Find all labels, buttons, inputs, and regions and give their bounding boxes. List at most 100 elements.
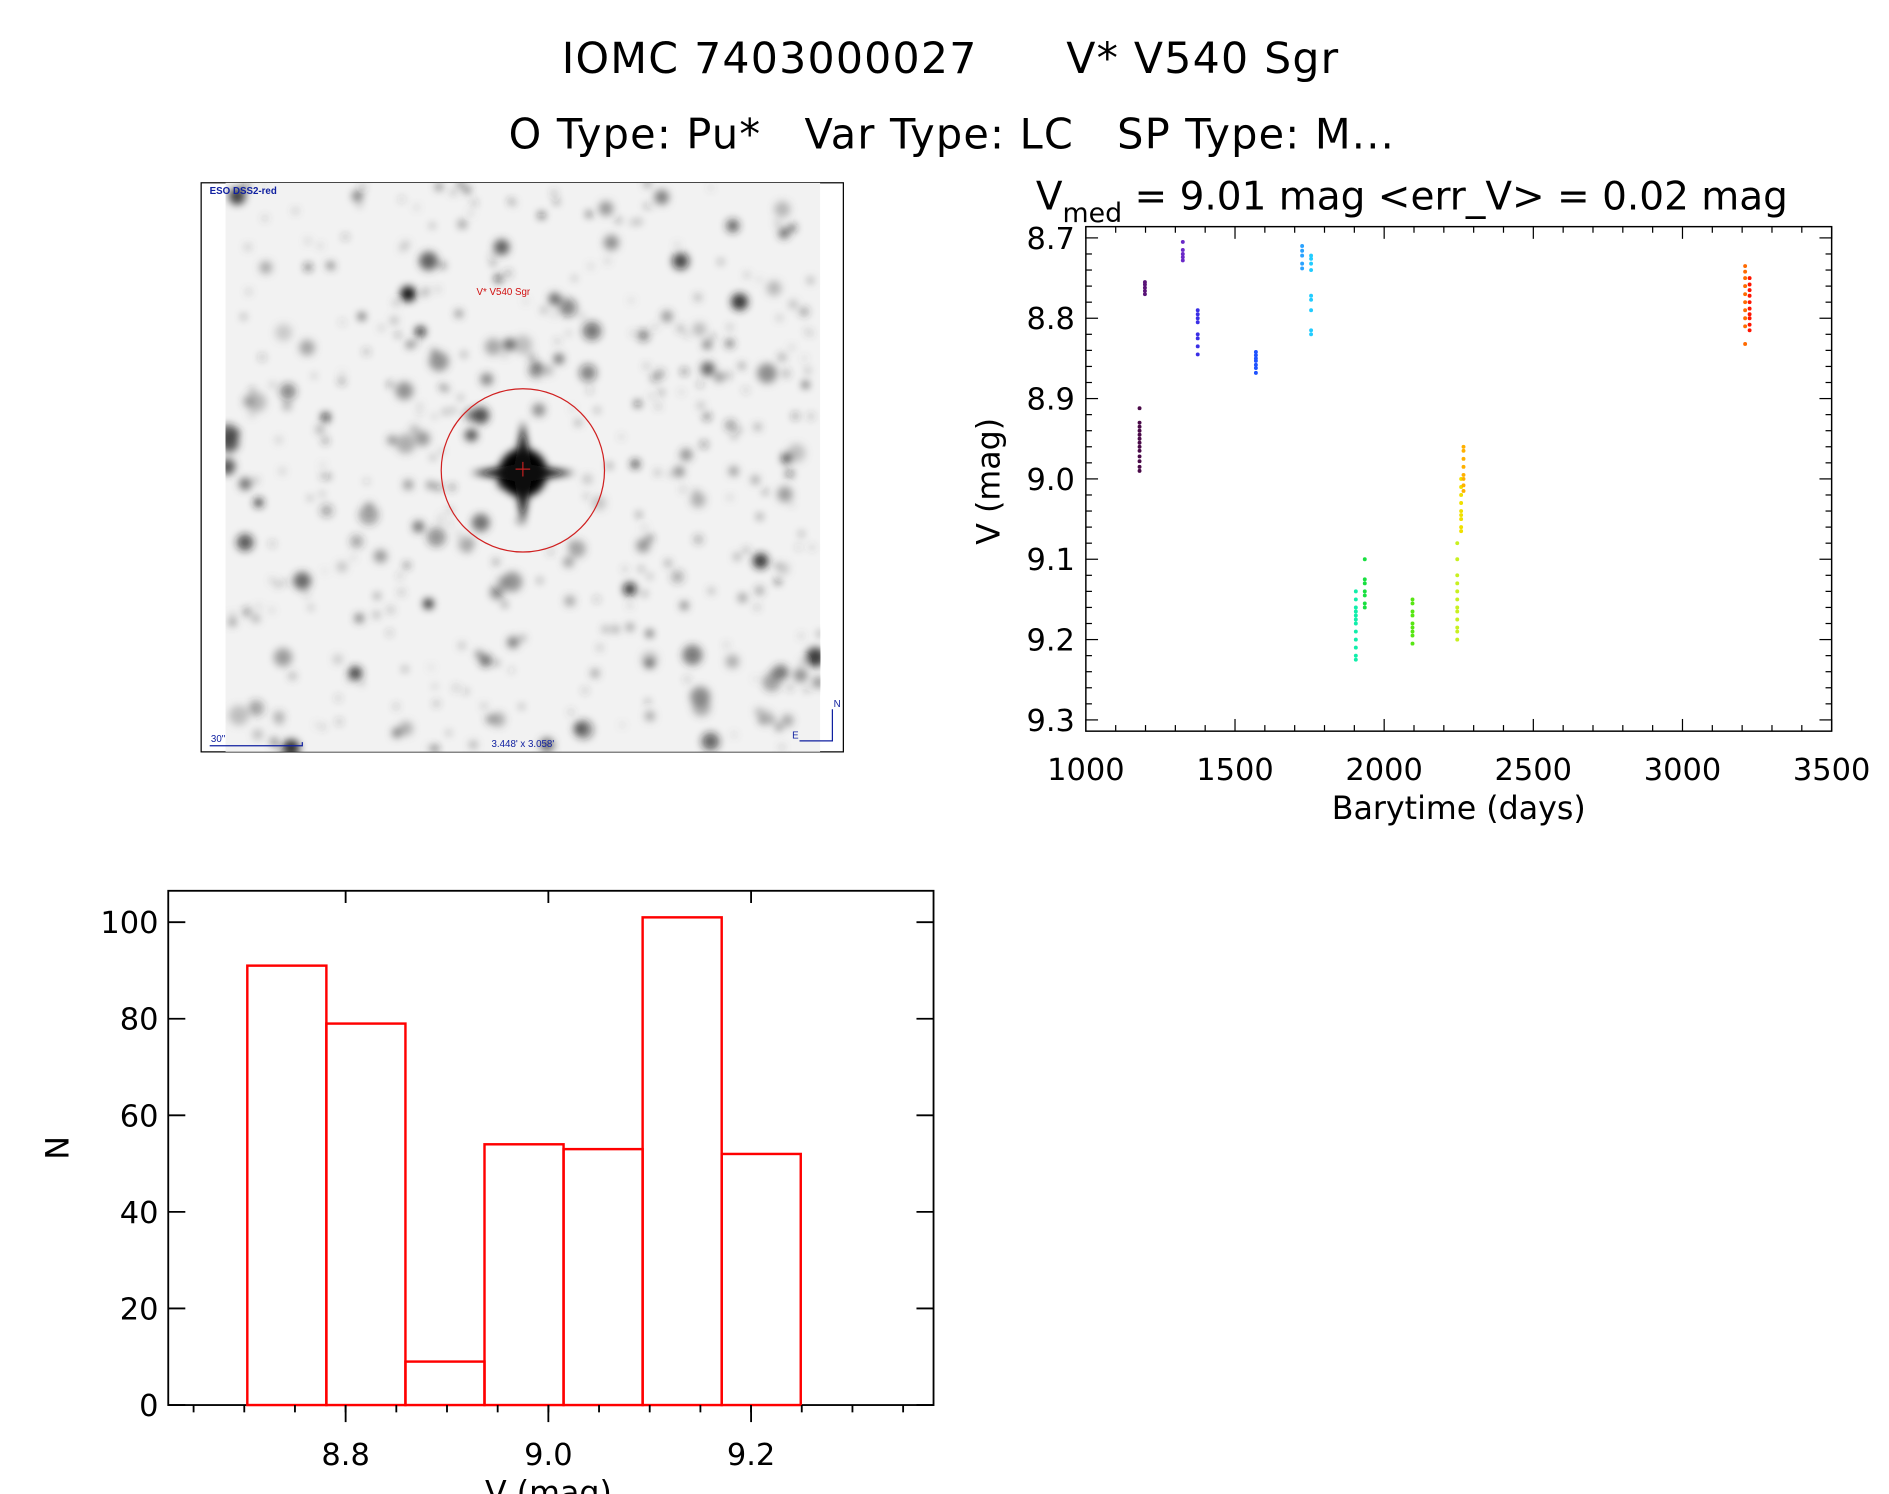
field-star xyxy=(249,413,254,417)
field-star xyxy=(400,286,416,302)
lc-data-point xyxy=(1743,276,1748,281)
field-star xyxy=(718,259,723,264)
hist-bar xyxy=(246,964,328,1407)
lc-data-point xyxy=(1743,316,1748,321)
field-star xyxy=(654,189,669,205)
field-star xyxy=(582,321,602,341)
lc-data-point xyxy=(1459,517,1464,522)
lc-data-point xyxy=(1461,472,1466,477)
field-star xyxy=(692,322,707,336)
field-star xyxy=(351,555,356,560)
lc-data-point xyxy=(1459,493,1464,497)
field-star xyxy=(766,280,782,296)
field-star xyxy=(763,490,768,494)
field-star xyxy=(564,595,576,607)
hist-bar xyxy=(325,1022,407,1407)
field-star xyxy=(358,504,379,525)
field-star xyxy=(645,699,650,704)
lc-data-point xyxy=(1743,308,1748,313)
field-star xyxy=(703,413,711,421)
field-star xyxy=(568,540,586,558)
field-star xyxy=(242,607,252,617)
lc-data-point xyxy=(1461,483,1466,488)
field-star xyxy=(642,591,647,596)
field-star xyxy=(778,563,790,575)
field-star xyxy=(455,310,463,318)
field-star xyxy=(579,364,597,382)
field-star xyxy=(236,533,254,551)
field-star xyxy=(523,299,528,304)
field-star xyxy=(269,541,275,547)
field-star xyxy=(606,463,612,469)
field-star xyxy=(225,467,232,476)
field-star xyxy=(443,386,449,392)
hist-x-axis-label: V (mag) xyxy=(485,1476,612,1494)
field-star xyxy=(321,412,331,422)
field-star xyxy=(782,369,790,378)
field-star xyxy=(463,186,471,194)
lc-data-point xyxy=(1137,406,1142,411)
hist-y-tick-label: 80 xyxy=(120,1003,159,1038)
lc-data-point xyxy=(1137,448,1142,453)
field-star xyxy=(648,204,653,208)
lc-data-point xyxy=(1253,350,1258,354)
lc-data-point xyxy=(1142,288,1147,293)
lc-data-point xyxy=(1137,440,1142,445)
lc-y-tick-label: 9.3 xyxy=(1026,704,1074,739)
lc-x-axis-label: Barytime (days) xyxy=(1332,791,1586,827)
field-star xyxy=(395,332,400,337)
field-star xyxy=(439,262,446,269)
field-star xyxy=(484,338,502,356)
field-star xyxy=(320,725,325,729)
field-star xyxy=(270,382,275,388)
lc-data-point xyxy=(1362,601,1367,606)
lc-data-point xyxy=(1137,420,1142,425)
field-star xyxy=(461,352,466,357)
lc-x-tick-label: 1500 xyxy=(1196,753,1274,788)
lc-data-point xyxy=(1455,637,1460,642)
lc-data-point xyxy=(1461,444,1466,449)
lc-data-point xyxy=(1455,617,1460,622)
field-star xyxy=(392,728,402,738)
lc-data-point xyxy=(1353,629,1358,634)
field-star xyxy=(513,335,533,355)
field-star xyxy=(338,378,345,385)
field-star xyxy=(358,312,366,320)
lc-data-point xyxy=(1461,489,1466,493)
field-star xyxy=(415,326,426,337)
field-star xyxy=(491,261,495,265)
target-label: V* V540 Sgr xyxy=(477,287,531,298)
field-star xyxy=(630,220,635,225)
lc-y-tick-label: 8.8 xyxy=(1026,302,1074,337)
lc-data-point xyxy=(1747,306,1752,311)
lc-data-point xyxy=(1353,609,1358,614)
field-star xyxy=(493,239,510,256)
field-star xyxy=(398,573,402,578)
field-star xyxy=(731,293,748,311)
field-star xyxy=(282,401,292,410)
field-star xyxy=(472,406,490,424)
field-star xyxy=(451,190,456,195)
field-star xyxy=(465,428,478,442)
lc-data-point xyxy=(1747,282,1752,287)
hist-x-tick-label: 8.8 xyxy=(321,1438,369,1473)
field-star xyxy=(753,677,758,681)
hist-y-tick-label: 100 xyxy=(100,906,158,941)
field-star xyxy=(426,481,434,489)
lc-data-point xyxy=(1362,557,1367,562)
field-star xyxy=(817,631,821,636)
lc-data-point xyxy=(1461,456,1466,461)
field-star xyxy=(458,536,474,553)
field-star xyxy=(354,613,364,623)
field-star xyxy=(428,357,435,364)
field-star xyxy=(553,353,565,364)
field-star xyxy=(435,183,443,191)
field-star xyxy=(390,317,398,324)
compass-east: E xyxy=(792,730,799,741)
field-star xyxy=(293,572,311,590)
field-star xyxy=(558,298,577,317)
lc-data-point xyxy=(1410,621,1415,626)
lc-data-point xyxy=(1180,239,1185,244)
field-star xyxy=(228,187,246,205)
field-star xyxy=(792,413,799,419)
